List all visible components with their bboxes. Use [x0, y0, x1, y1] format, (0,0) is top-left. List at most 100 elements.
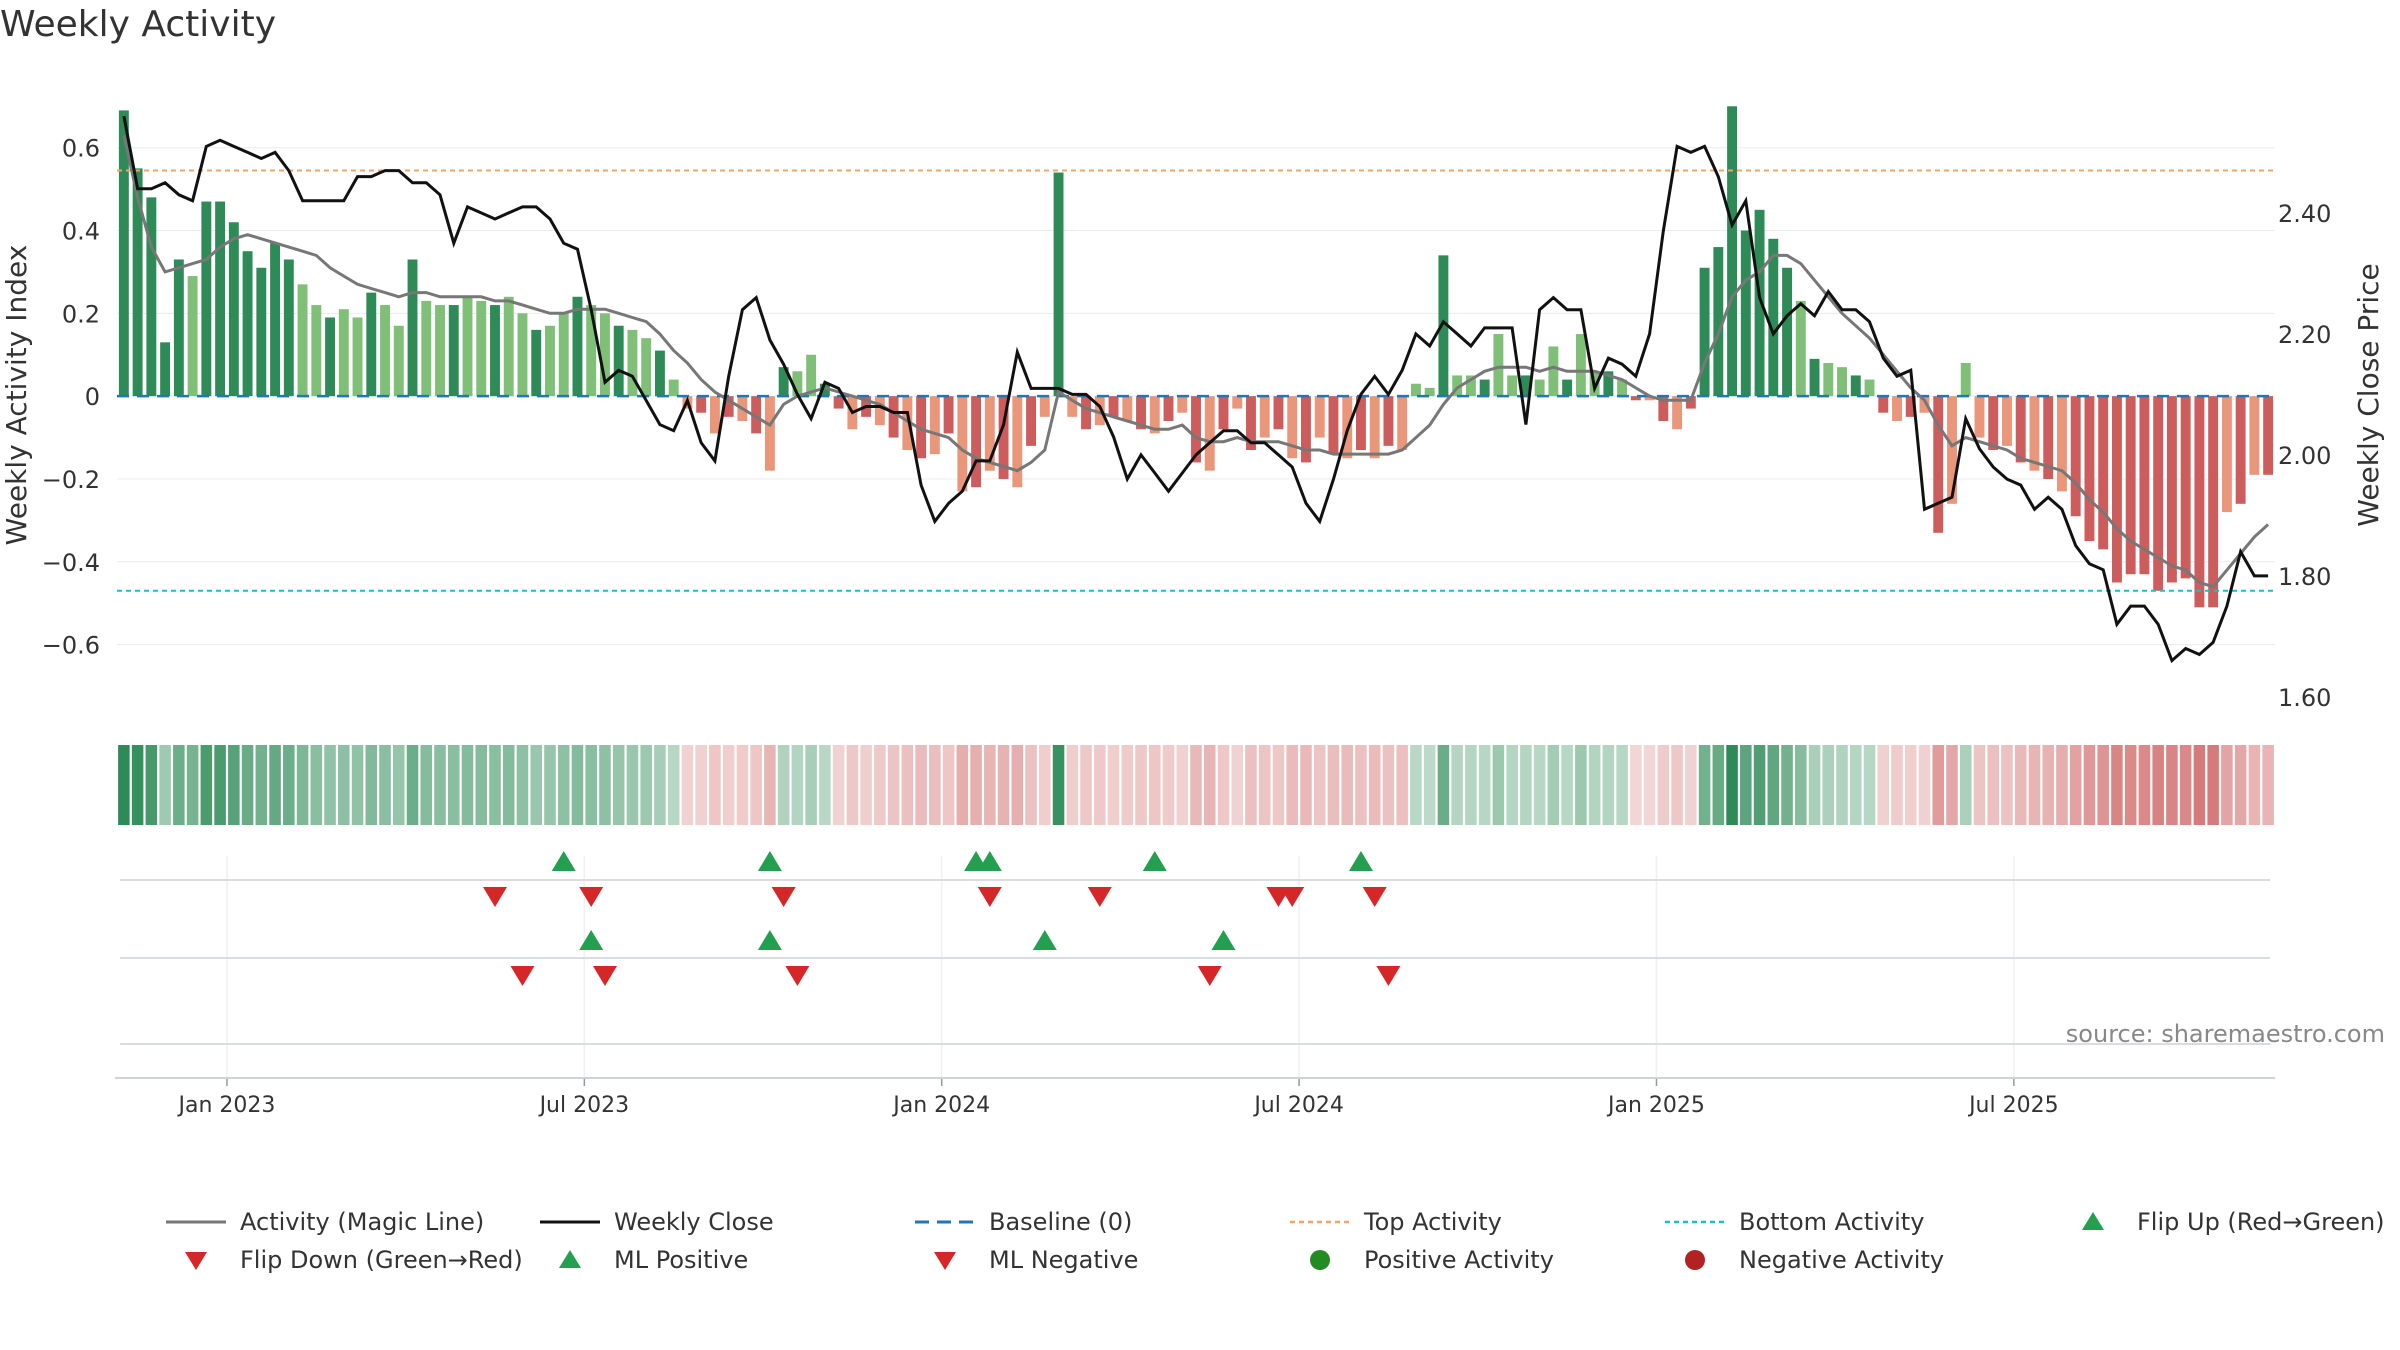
left-tick-label: −0.6	[42, 632, 100, 660]
activity-bar	[1630, 396, 1641, 401]
activity-bar	[1658, 396, 1669, 421]
strip-cell	[2193, 745, 2206, 825]
activity-bar	[1768, 238, 1779, 397]
strip-cell	[393, 745, 405, 825]
strip-cell	[1863, 745, 1876, 825]
activity-bar	[2221, 396, 2232, 513]
left-tick-label: 0.6	[62, 135, 100, 163]
strip-cell	[1410, 745, 1422, 825]
activity-bar	[1974, 396, 1985, 438]
strip-cell	[1135, 745, 1147, 825]
flip-up-marker	[1348, 851, 1373, 871]
strip-cell	[1575, 745, 1587, 825]
activity-bar	[1452, 375, 1463, 397]
activity-bar	[1122, 396, 1133, 421]
strip-cell	[228, 745, 240, 825]
activity-bar	[1933, 396, 1944, 533]
strip-cell	[406, 745, 419, 825]
legend-label: Activity (Magic Line)	[240, 1208, 485, 1236]
activity-bar	[352, 317, 363, 397]
x-tick-label: Jan 2023	[177, 1093, 276, 1118]
activity-bar	[1947, 396, 1957, 504]
activity-bar	[311, 305, 322, 397]
activity-bar	[1713, 247, 1724, 397]
activity-bar	[1191, 396, 1201, 463]
strip-cell	[1685, 745, 1697, 825]
activity-strip	[118, 745, 2274, 825]
strip-cell	[489, 745, 501, 825]
activity-bar	[531, 329, 542, 397]
ml-positive-marker	[1211, 930, 1236, 950]
strip-cell	[296, 745, 309, 825]
activity-bar	[2057, 396, 2067, 492]
activity-bar	[1864, 379, 1875, 397]
left-axis-title: Weekly Activity Index	[0, 245, 33, 546]
right-axis-title: Weekly Close Price	[2352, 263, 2385, 526]
strip-cell	[1520, 745, 1532, 825]
strip-cell	[173, 745, 185, 825]
activity-bar	[1479, 379, 1490, 397]
activity-bar	[1012, 396, 1023, 488]
activity-bar	[709, 396, 720, 434]
strip-cell	[1148, 745, 1161, 825]
activity-bar	[586, 305, 597, 397]
strip-cell	[1973, 745, 1986, 825]
strip-cell	[1162, 745, 1175, 825]
activity-bar	[2125, 396, 2136, 575]
strip-cell	[2166, 745, 2178, 825]
activity-bar	[1259, 396, 1270, 438]
strip-cell	[1753, 745, 1766, 825]
strip-cell	[819, 745, 831, 825]
strip-cell	[640, 745, 652, 825]
strip-cell	[310, 745, 323, 825]
activity-bar	[462, 296, 473, 397]
left-tick-label: 0.2	[62, 300, 100, 328]
activity-bar	[1081, 396, 1091, 430]
strip-cell	[475, 745, 488, 825]
strip-cell	[736, 745, 749, 825]
activity-bar	[1314, 396, 1325, 438]
flip-up-marker	[757, 851, 782, 871]
strip-cell	[791, 745, 804, 825]
activity-bar	[943, 396, 954, 434]
activity-bar	[1727, 106, 1738, 397]
activity-bar	[1493, 334, 1504, 397]
x-tick-label: Jul 2023	[538, 1093, 630, 1118]
x-tick-label: Jan 2024	[891, 1093, 990, 1118]
strip-cell	[1795, 745, 1807, 825]
flip-down-marker	[771, 887, 796, 907]
activity-bar	[215, 201, 226, 397]
strip-cell	[1891, 745, 1903, 825]
activity-bar	[325, 317, 335, 397]
activity-bar	[1520, 375, 1531, 397]
activity-bar	[338, 309, 349, 397]
strip-cell	[887, 745, 900, 825]
activity-bar	[1548, 346, 1559, 397]
strip-cell	[200, 745, 213, 825]
activity-bar	[435, 305, 445, 397]
strip-cell	[1451, 745, 1463, 825]
strip-cell	[544, 745, 556, 825]
activity-bar	[2111, 396, 2122, 583]
activity-bar	[806, 354, 817, 397]
legend-label: Baseline (0)	[989, 1208, 1133, 1236]
strip-cell	[338, 745, 350, 825]
activity-bar	[696, 396, 707, 413]
activity-bar	[545, 325, 555, 397]
strip-cell	[1630, 745, 1642, 825]
activity-bar	[1754, 209, 1765, 397]
strip-cell	[1286, 745, 1298, 825]
activity-bar	[558, 313, 569, 397]
activity-bar	[1809, 358, 1820, 397]
activity-bar	[503, 296, 514, 397]
activity-bar	[1465, 375, 1476, 397]
activity-bar	[1383, 396, 1394, 446]
strip-cell	[764, 745, 776, 825]
activity-bar	[572, 296, 583, 397]
weekly-close-line	[122, 115, 2269, 664]
activity-bar	[1795, 300, 1806, 397]
ml-positive-marker	[757, 930, 782, 950]
activity-bar	[613, 325, 624, 397]
flip-up-marker	[977, 851, 1002, 871]
activity-bar	[1397, 396, 1408, 450]
